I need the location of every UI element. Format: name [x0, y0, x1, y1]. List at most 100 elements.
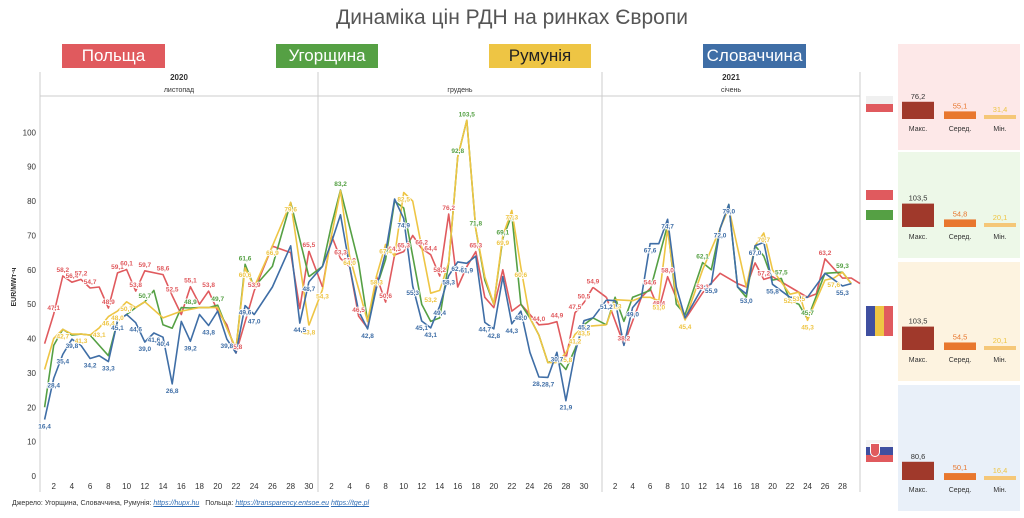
stat-label-max: Макс. [909, 234, 927, 241]
data-label: 38,2 [618, 336, 631, 343]
series-line-Словаччина [592, 299, 608, 319]
x-tick-label: 12 [417, 482, 426, 491]
legend-slovakia[interactable]: Словаччина [703, 44, 806, 68]
x-tick-label: 8 [665, 482, 670, 491]
data-label: 35,8 [560, 357, 573, 364]
data-label: 58,2 [56, 267, 69, 274]
series-line-Румунія [605, 207, 852, 326]
x-tick-label: 20 [768, 482, 777, 491]
y-tick-label: 80 [27, 197, 36, 206]
x-tick-label: 22 [232, 482, 241, 491]
stat-value-avg: 54,8 [953, 209, 968, 218]
source-link-tge[interactable]: https://tge.pl [330, 500, 370, 507]
series-line-Словаччина [43, 245, 310, 420]
source-link-hupx[interactable]: https://hupx.hu [153, 500, 200, 507]
x-tick-label: 18 [471, 482, 480, 491]
stat-label-min: Мін. [993, 233, 1006, 241]
data-label: 39,8 [66, 343, 79, 350]
flag-poland-icon [866, 96, 893, 112]
flag-slovakia-icon [866, 440, 893, 462]
x-tick-label: 4 [347, 482, 352, 491]
data-label: 55,3 [406, 290, 419, 297]
data-label: 49,7 [211, 296, 224, 303]
data-label: 54,7 [84, 279, 97, 286]
x-tick-label: 26 [268, 482, 277, 491]
x-tick-label: 2 [329, 482, 334, 491]
data-label: 48,9 [102, 299, 115, 306]
data-label: 48,9 [184, 299, 197, 306]
data-label: 54,9 [587, 278, 600, 285]
x-tick-label: 12 [140, 482, 149, 491]
stat-bar-avg [944, 219, 976, 227]
x-tick-label: 22 [786, 482, 795, 491]
x-tick-label: 16 [177, 482, 186, 491]
y-tick-label: 10 [27, 438, 36, 447]
data-label: 53,8 [129, 282, 142, 289]
stat-label-avg: Серед. [949, 357, 972, 364]
source-link-entsoe[interactable]: https://transparency.entsoe.eu [235, 500, 329, 507]
x-tick-label: 10 [399, 482, 408, 491]
x-tick-label: 6 [88, 482, 93, 491]
data-label: 77,3 [506, 214, 519, 221]
data-label: 28,7 [542, 381, 555, 388]
y-tick-label: 20 [27, 403, 36, 412]
series-line-Румунія [43, 201, 310, 370]
x-tick-label: 24 [250, 482, 259, 491]
data-label: 46,4 [102, 321, 115, 328]
legend-poland[interactable]: Польща [62, 44, 165, 68]
x-tick-label: 6 [648, 482, 653, 491]
data-label: 44,3 [506, 328, 519, 335]
x-tick-label: 22 [507, 482, 516, 491]
data-label: 44,7 [478, 326, 491, 333]
source-mid: Польща: [205, 500, 234, 507]
flag-romania-icon [866, 306, 893, 336]
x-tick-label: 28 [286, 482, 295, 491]
data-label: 59,1 [111, 264, 124, 271]
y-axis-label: EUR/MWт·ч [11, 268, 18, 307]
data-label: 62,3 [451, 266, 464, 273]
data-label: 58,3 [442, 280, 455, 287]
data-label: 58,3 [370, 280, 383, 287]
data-label: 45,4 [679, 324, 692, 331]
data-label: 52,9 [784, 298, 797, 305]
data-label: 55,1 [184, 278, 197, 285]
data-label: 54,3 [316, 293, 329, 300]
x-tick-label: 4 [70, 482, 75, 491]
data-label: 64,4 [424, 246, 437, 253]
data-label: 53,5 [792, 296, 805, 303]
month-label: листопад [164, 87, 194, 94]
y-tick-label: 70 [27, 231, 36, 240]
data-label: 55,3 [836, 290, 849, 297]
stat-panel [898, 44, 1020, 150]
source-note: Джерело: Угорщина, Словаччина, Румунія: … [12, 500, 369, 507]
data-label: 53,0 [740, 298, 753, 305]
x-tick-label: 14 [159, 482, 168, 491]
x-tick-label: 18 [751, 482, 760, 491]
data-label: 63,3 [334, 249, 347, 256]
data-label: 61,6 [239, 255, 252, 262]
data-label: 28,4 [47, 382, 60, 389]
x-tick-label: 30 [304, 482, 313, 491]
x-tick-label: 4 [630, 482, 635, 491]
data-label: 62,1 [696, 254, 709, 261]
data-label: 61,9 [460, 267, 473, 274]
x-tick-label: 28 [561, 482, 570, 491]
legend-hungary[interactable]: Угорщина [276, 44, 378, 68]
data-label: 64,3 [388, 246, 401, 253]
y-tick-label: 40 [27, 335, 36, 344]
x-tick-label: 20 [489, 482, 498, 491]
x-tick-label: 16 [733, 482, 742, 491]
data-label: 92,8 [451, 148, 464, 155]
data-label: 41,2 [569, 338, 582, 345]
data-label: 55,8 [766, 288, 779, 295]
data-label: 53,2 [424, 297, 437, 304]
x-tick-label: 18 [195, 482, 204, 491]
data-label: 47,1 [47, 305, 60, 312]
data-label: 39,8 [221, 343, 234, 350]
stat-value-max: 103,5 [909, 194, 928, 203]
stat-bar-max [902, 326, 934, 350]
legend-romania[interactable]: Румунія [489, 44, 591, 68]
data-label: 54,6 [644, 279, 657, 286]
data-label: 42,7 [56, 333, 69, 340]
data-label: 48,0 [515, 315, 528, 322]
